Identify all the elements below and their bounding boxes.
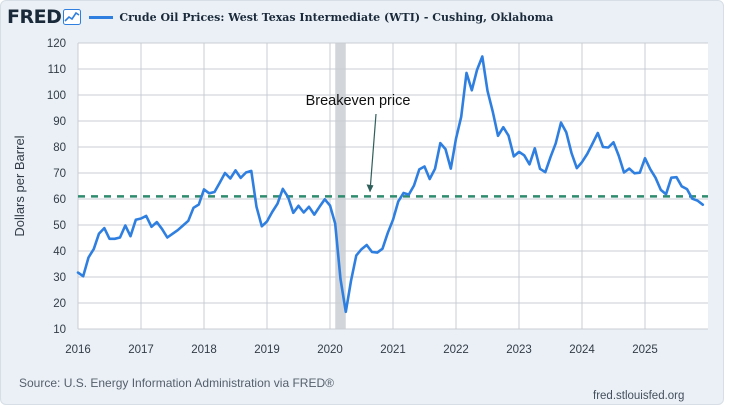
fred-credit-link[interactable]: fred.stlouisfed.org xyxy=(593,390,685,402)
y-tick-label: 110 xyxy=(48,64,66,76)
chart-header: FRED Crude Oil Prices: West Texas Interm… xyxy=(7,5,553,29)
x-tick-label: 2025 xyxy=(632,344,658,356)
y-tick-label: 20 xyxy=(53,298,66,310)
line-chart: 10 20 30 40 50 60 70 80 90 100 110 120 2016 2017 2018… xyxy=(12,38,708,356)
x-tick-label: 2020 xyxy=(317,344,343,356)
y-tick-label: 120 xyxy=(47,38,66,50)
annotation-arrow xyxy=(369,113,377,192)
legend-series-swatch xyxy=(89,15,114,19)
x-tick-label: 2024 xyxy=(569,344,595,356)
y-tick-label: 40 xyxy=(53,246,66,258)
series-line-wti xyxy=(76,55,705,314)
breakeven-annotation: Breakeven price xyxy=(306,93,411,109)
fred-logo[interactable]: FRED xyxy=(7,6,62,28)
x-tick-label: 2017 xyxy=(128,344,154,356)
y-tick-label: 30 xyxy=(53,272,66,284)
x-tick-label: 2022 xyxy=(443,344,469,356)
x-tick-label: 2023 xyxy=(506,344,532,356)
y-tick-label: 50 xyxy=(53,220,66,232)
annotation-arrowhead xyxy=(366,184,374,193)
x-tick-label: 2019 xyxy=(254,344,280,356)
y-tick-label: 60 xyxy=(53,194,66,206)
source-note: Source: U.S. Energy Information Administ… xyxy=(19,376,334,390)
recession-band xyxy=(335,43,346,329)
x-tick-label: 2021 xyxy=(380,344,406,356)
y-tick-label: 10 xyxy=(53,324,66,336)
y-tick-label: 70 xyxy=(53,168,66,180)
y-tick-label: 80 xyxy=(53,142,66,154)
x-tick-label: 2018 xyxy=(191,344,217,356)
x-tick-label: 2016 xyxy=(65,344,91,356)
y-tick-label: 100 xyxy=(47,90,66,102)
legend-series-label: Crude Oil Prices: West Texas Intermediat… xyxy=(119,10,554,24)
y-tick-label: 90 xyxy=(53,116,66,128)
chart-line-icon xyxy=(63,9,82,25)
y-axis-label: Dollars per Barrel xyxy=(12,135,27,236)
